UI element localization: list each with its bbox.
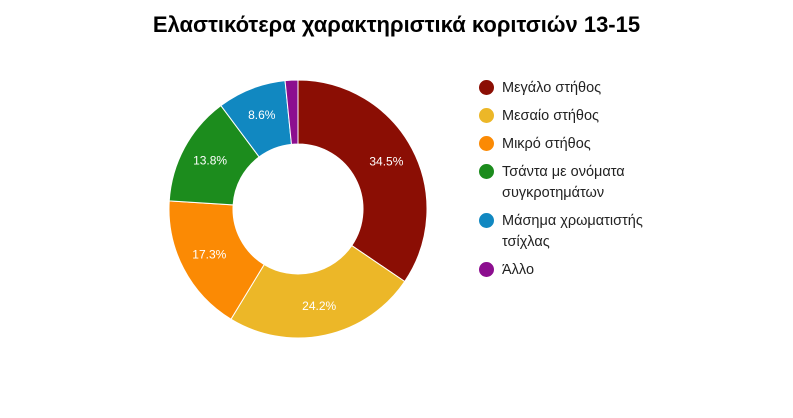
slice-value-label: 8.6% [248, 108, 276, 122]
legend-label: Άλλο [502, 262, 535, 278]
legend-item: Μικρό στήθος [479, 134, 779, 155]
legend-label: Μεσαίο στήθος [502, 108, 600, 124]
legend-label: Τσάντα με ονόματα συγκροτημάτων [502, 164, 625, 201]
legend-item: Άλλο [479, 260, 779, 281]
slice-value-label: 24.2% [302, 299, 336, 313]
donut-slice [297, 79, 428, 283]
donut-slice [284, 79, 299, 145]
slice-value-label: 13.8% [193, 154, 227, 168]
legend-item: Τσάντα με ονόματα συγκροτημάτων [479, 162, 779, 204]
donut-slice [230, 244, 406, 339]
legend-swatch-icon [479, 262, 494, 277]
slice-value-label: 17.3% [192, 247, 226, 261]
legend-swatch-icon [479, 80, 494, 95]
legend-swatch-icon [479, 136, 494, 151]
legend-label: Μεγάλο στήθος [502, 80, 602, 96]
legend-swatch-icon [479, 213, 494, 228]
legend-item: Μάσημα χρωματιστής τσίχλας [479, 211, 779, 253]
legend-label: Μικρό στήθος [502, 136, 591, 152]
legend-item: Μεγάλο στήθος [479, 78, 779, 99]
chart-title: Ελαστικότερα χαρακτηριστικά κοριτσιών 13… [152, 12, 641, 37]
legend-label: Μάσημα χρωματιστής τσίχλας [502, 213, 643, 250]
legend-item: Μεσαίο στήθος [479, 106, 779, 127]
chart-legend: Μεγάλο στήθος Μεσαίο στήθος Μικρό στήθος Τσ… [479, 78, 779, 288]
legend-swatch-icon [479, 108, 494, 123]
slice-value-label: 34.5% [369, 154, 403, 168]
legend-swatch-icon [479, 164, 494, 179]
